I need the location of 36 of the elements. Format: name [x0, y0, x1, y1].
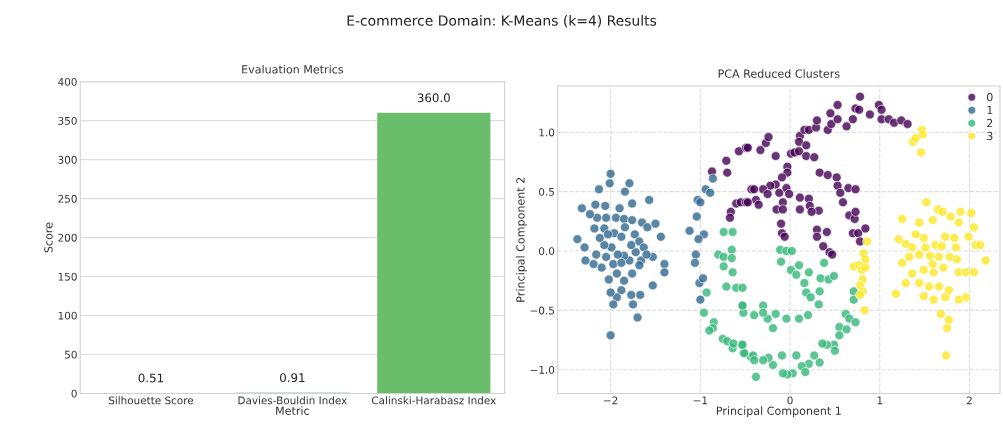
x-tick-label: 1	[877, 396, 883, 405]
y-tick-label: 100	[58, 311, 77, 320]
y-tick-label: 150	[58, 272, 77, 281]
x-tick-label: Davies-Bouldin Index	[238, 396, 347, 405]
x-axis-title: Metric	[276, 406, 309, 415]
y-tick-label: 0.5	[539, 187, 554, 196]
data-label: 0.51	[138, 373, 163, 383]
y-tick-label: −0.5	[530, 306, 554, 315]
legend-label: 0	[986, 92, 993, 102]
x-tick-label: Silhouette Score	[108, 396, 194, 405]
y-axis-title: Principal Component 2	[516, 177, 527, 302]
y-tick-label: 1.0	[539, 128, 555, 137]
y-tick-label: 300	[58, 155, 77, 164]
y-tick-label: 400	[58, 77, 77, 86]
y-tick-label: 250	[58, 194, 77, 203]
chart-title: Evaluation Metrics	[242, 64, 344, 74]
chart-title: PCA Reduced Clusters	[718, 69, 840, 78]
legend-label: 3	[987, 131, 993, 141]
x-axis-title: Principal Component 1	[716, 406, 841, 418]
y-tick-label: 50	[65, 350, 77, 359]
x-tick-label: 2	[966, 396, 972, 405]
y-tick-label: −1.0	[530, 365, 555, 374]
x-tick-label: −2	[604, 396, 618, 405]
legend-label: 1	[987, 105, 993, 115]
y-tick-label: 0	[71, 389, 77, 398]
x-tick-label: 0	[787, 396, 793, 405]
data-label: 360.0	[417, 93, 450, 103]
y-axis-title: Score	[44, 222, 53, 253]
text: E-commerce Domain: K-Means (k=4) Results	[347, 15, 657, 28]
y-tick-label: 0.0	[539, 247, 555, 256]
legend-label: 2	[987, 118, 993, 128]
x-tick-label: −1	[693, 396, 708, 405]
y-tick-label: 350	[58, 116, 77, 125]
y-tick-label: 200	[58, 233, 77, 242]
data-label: 0.91	[280, 373, 305, 383]
x-tick-label: Calinski-Harabasz Index	[371, 396, 496, 405]
